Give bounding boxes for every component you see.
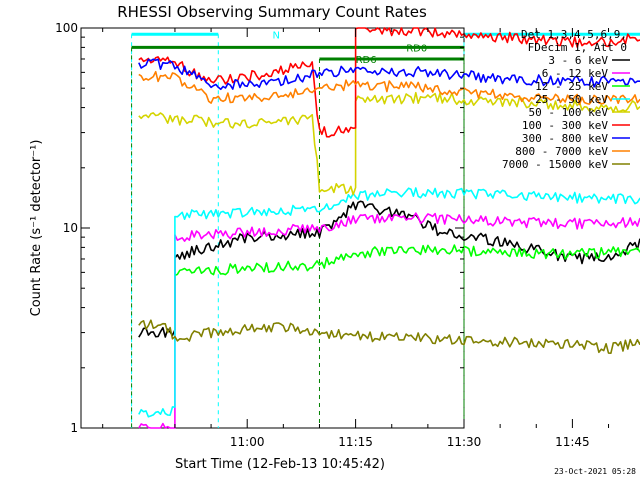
legend-label: 7000 - 15000 keV [502, 158, 608, 171]
chart-title: RHESSI Observing Summary Count Rates [117, 3, 427, 21]
x-tick-label: 11:00 [230, 435, 265, 449]
series-line [138, 187, 640, 418]
annotation-label: RD0 [406, 43, 427, 54]
series-line [138, 200, 640, 338]
legend-label: 25 - 50 keV [535, 93, 608, 106]
legend-header: FDecim 1, Att 0 [528, 41, 627, 54]
series-line [138, 27, 640, 138]
annotation-label: N [273, 30, 280, 41]
series-line [138, 70, 640, 106]
legend-label: 300 - 800 keV [522, 132, 608, 145]
legend: Det 1,3,4,5,6,9,FDecim 1, Att 03 - 6 keV… [502, 28, 630, 171]
y-tick-label: 100 [55, 21, 78, 35]
annotation-label: RD6 [356, 55, 377, 66]
series-line [174, 244, 640, 277]
legend-label: 800 - 7000 keV [515, 145, 608, 158]
series-line [138, 58, 640, 91]
legend-label: 6 - 12 keV [542, 67, 609, 80]
legend-label: 100 - 300 keV [522, 119, 608, 132]
series-line [138, 212, 640, 429]
y-axis-label: Count Rate (s⁻¹ detector⁻¹) [29, 140, 44, 317]
x-tick-label: 11:45 [555, 435, 590, 449]
legend-label: 3 - 6 keV [548, 54, 608, 67]
y-tick-label: 1 [70, 421, 78, 435]
x-tick-label: 11:30 [447, 435, 482, 449]
x-axis-label: Start Time (12-Feb-13 10:45:42) [175, 457, 385, 472]
legend-label: 12 - 25 keV [535, 80, 608, 93]
x-tick-label: 11:15 [338, 435, 373, 449]
legend-label: 50 - 100 keV [529, 106, 609, 119]
y-tick-label: 10 [63, 221, 78, 235]
timestamp: 23-Oct-2021 05:28 [554, 467, 636, 476]
series-layer [138, 27, 640, 429]
series-line [138, 319, 640, 355]
plot-frame [80, 27, 465, 429]
series-line [138, 91, 640, 196]
legend-header: Det 1,3,4,5,6,9, [521, 28, 627, 41]
